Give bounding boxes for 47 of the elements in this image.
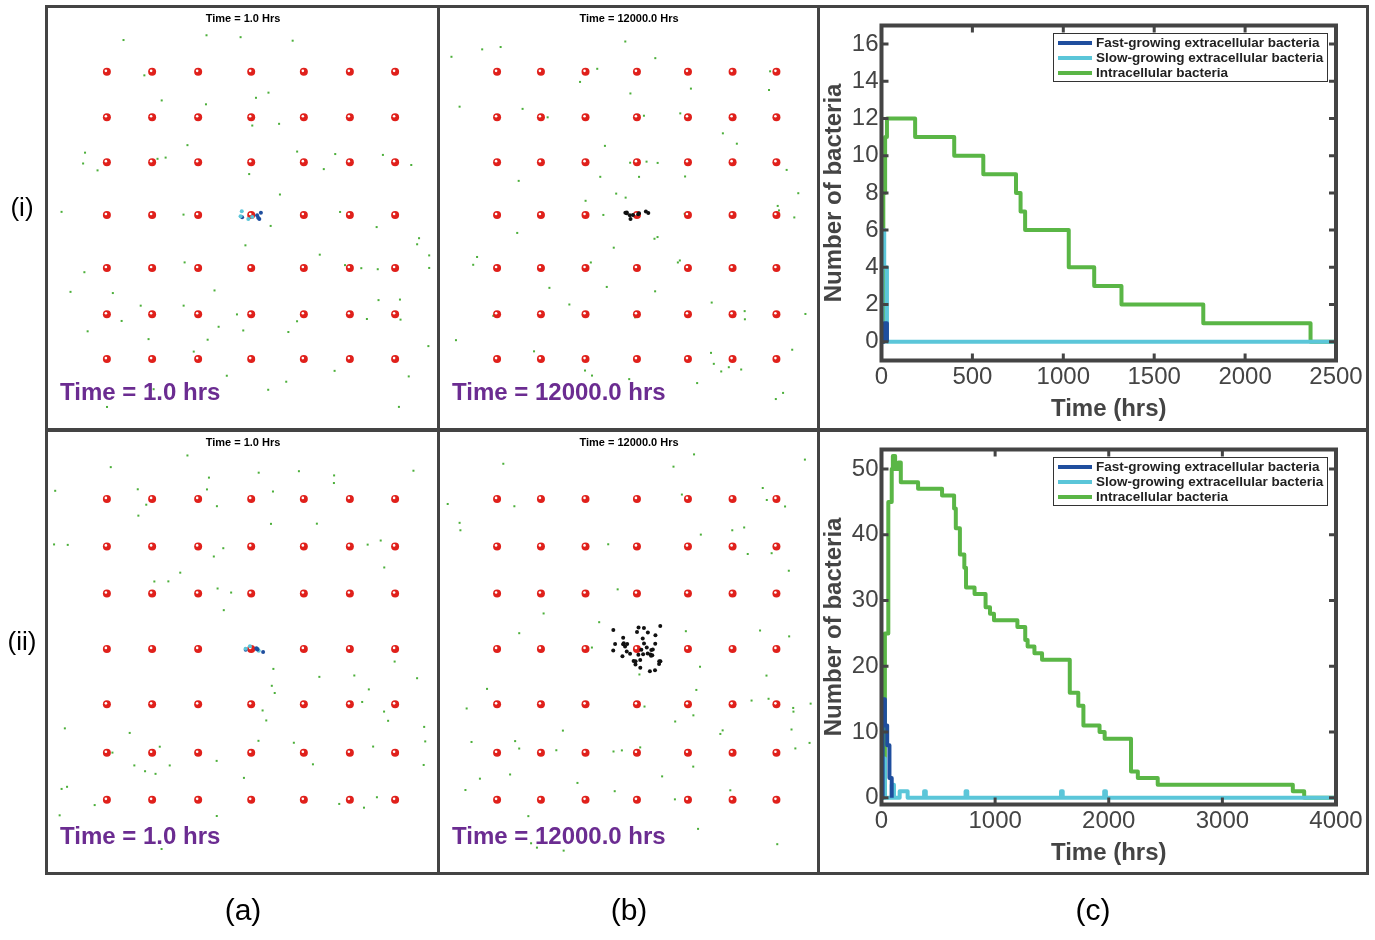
x-tick-label: 1000	[968, 806, 1022, 834]
x-axis-title: Time (hrs)	[1050, 838, 1167, 866]
text: (i)	[9, 192, 35, 223]
text: (a)	[223, 893, 263, 927]
y-tick-label: 20	[851, 650, 879, 678]
text: Time = 12000.0 Hrs	[578, 12, 680, 24]
text: Time = 1.0 hrs	[60, 822, 221, 850]
y-tick-label: 2	[865, 289, 879, 317]
text: Time = 12000.0 hrs	[452, 378, 666, 406]
y-tick-label: 4	[865, 251, 879, 279]
y-tick-label: 10	[851, 716, 879, 744]
x-tick-label: 2000	[1218, 362, 1272, 390]
x-tick-label: 2500	[1309, 362, 1363, 390]
y-axis-title: Number of bacteria	[819, 82, 847, 303]
text: (c)	[1074, 893, 1112, 927]
x-tick-label: 500	[952, 362, 993, 390]
legend-label: Fast-growing extracellular bacteria	[1096, 35, 1320, 51]
y-tick-label: 0	[865, 326, 879, 354]
x-tick-label: 3000	[1195, 806, 1250, 834]
y-tick-label: 8	[865, 177, 879, 205]
y-tick-label: 12	[851, 103, 879, 131]
y-tick-label: 10	[851, 140, 879, 168]
text: Time = 12000.0 hrs	[452, 822, 666, 850]
y-tick-label: 16	[851, 28, 879, 56]
text: Time = 1.0 Hrs	[204, 436, 282, 448]
legend-label: Slow-growing extracellular bacteria	[1096, 50, 1324, 66]
legend-label: Intracellular bacteria	[1096, 65, 1229, 81]
text: Time = 12000.0 Hrs	[578, 436, 680, 448]
y-tick-label: 0	[865, 782, 879, 810]
text: (b)	[609, 893, 649, 927]
y-axis-title: Number of bacteria	[819, 516, 847, 737]
y-tick-label: 6	[865, 214, 879, 242]
legend-label: Fast-growing extracellular bacteria	[1096, 459, 1320, 475]
y-tick-label: 50	[851, 453, 879, 481]
x-tick-label: 1500	[1127, 362, 1181, 390]
text: Time = 1.0 hrs	[60, 378, 221, 406]
legend-label: Intracellular bacteria	[1096, 489, 1229, 505]
legend-label: Slow-growing extracellular bacteria	[1096, 474, 1324, 490]
text: Time = 1.0 Hrs	[204, 12, 282, 24]
x-tick-label: 2000	[1082, 806, 1136, 834]
text: (ii)	[6, 626, 38, 657]
y-tick-label: 40	[851, 519, 879, 547]
x-tick-label: 4000	[1309, 806, 1363, 834]
y-tick-label: 30	[851, 585, 879, 613]
y-tick-label: 14	[851, 65, 879, 93]
x-axis-title: Time (hrs)	[1050, 394, 1167, 422]
x-tick-label: 1000	[1036, 362, 1090, 390]
